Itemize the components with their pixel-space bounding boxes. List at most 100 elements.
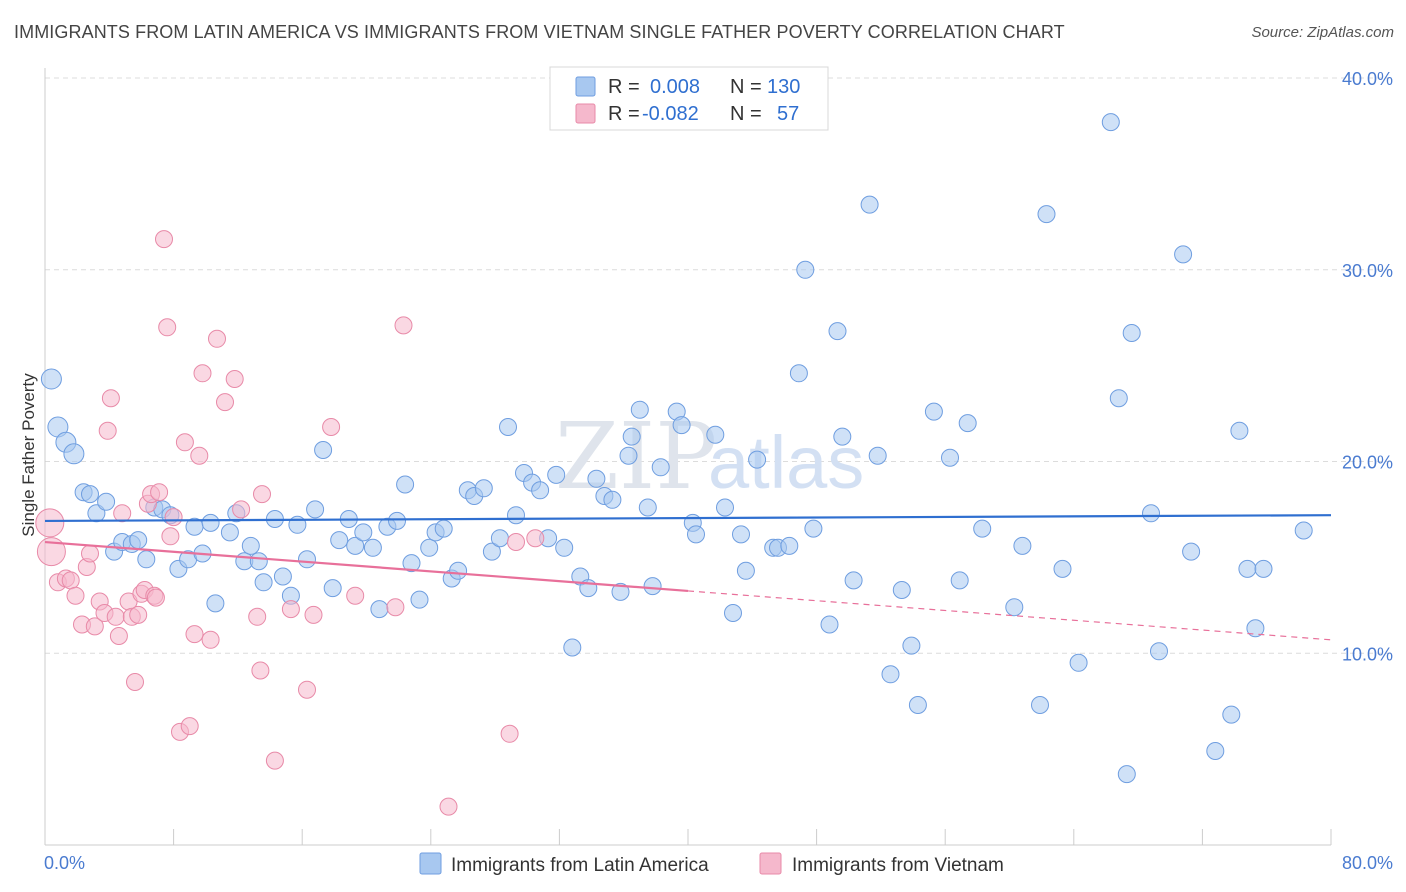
latin-america-point [330, 531, 349, 550]
vietnam-point [265, 751, 284, 770]
latin-america-point [950, 571, 969, 590]
latin-america-point [958, 414, 977, 433]
chart-title: IMMIGRANTS FROM LATIN AMERICA VS IMMIGRA… [14, 22, 1065, 42]
latin-america-point [833, 427, 852, 446]
latin-america-point [611, 582, 630, 601]
latin-america-point [40, 368, 62, 390]
legend-swatch-vietnam [759, 852, 782, 875]
vietnam-point [113, 504, 132, 523]
latin-america-point [323, 579, 342, 598]
x-tick-label: 80.0% [1342, 853, 1393, 873]
latin-america-point [449, 561, 468, 580]
latin-america-point [724, 604, 742, 622]
vietnam-point [281, 600, 300, 619]
vietnam-point [175, 433, 194, 452]
latin-america-point [507, 506, 525, 525]
latin-america-point [388, 511, 406, 530]
latin-america-point [789, 364, 808, 383]
y-tick-label: 20.0% [1342, 453, 1393, 473]
vietnam-point [36, 537, 66, 567]
latin-america-point [804, 519, 823, 538]
latin-america-point [314, 441, 333, 459]
series-legend: Immigrants from Latin America Immigrants… [419, 852, 1004, 876]
latin-america-point [828, 322, 847, 341]
latin-america-point [868, 446, 887, 465]
latin-america-point [1230, 421, 1249, 440]
vietnam-point [61, 571, 80, 590]
vietnam-point [507, 533, 525, 551]
legend-r-value: -0.082 [642, 103, 699, 125]
vietnam-point [500, 724, 519, 743]
latin-america-point [531, 481, 550, 500]
legend-n-label: N = [730, 76, 762, 98]
latin-america-point [1174, 245, 1193, 264]
latin-america-point [1238, 559, 1257, 578]
latin-america-point [402, 554, 421, 573]
vietnam-point [85, 617, 104, 636]
vietnam-point [161, 527, 180, 546]
vietnam-point [35, 508, 65, 538]
latin-america-point [249, 552, 268, 571]
latin-america-point [474, 479, 493, 498]
latin-america-point [499, 418, 517, 436]
latin-america-point [1101, 113, 1120, 132]
axes-layer [44, 68, 1332, 846]
vietnam-point [129, 605, 148, 624]
latin-america-point [555, 538, 574, 557]
latin-america-point [796, 260, 815, 279]
vietnam-point [185, 625, 204, 644]
latin-america-point [748, 450, 767, 469]
legend-series-label: Immigrants from Latin America [451, 855, 709, 876]
latin-america-point [736, 561, 755, 580]
y-axis-label: Single Father Poverty [19, 373, 38, 537]
latin-america-point [1206, 742, 1225, 760]
vietnam-point [81, 544, 99, 563]
latin-america-point [220, 523, 239, 542]
latin-america-point [241, 536, 260, 555]
latin-america-point [706, 425, 725, 444]
latin-america-point [630, 400, 649, 419]
latin-america-point [1037, 205, 1056, 224]
latin-america-point [1069, 653, 1088, 672]
vietnam-point [109, 627, 128, 645]
legend-r-value: 0.008 [650, 76, 700, 98]
latin-america-point [1117, 765, 1136, 784]
vietnam-point [201, 630, 220, 649]
vietnam-trendline-extension [687, 590, 1332, 641]
correlation-legend: R = 0.008 N = 130 R = -0.082 N = 57 [549, 66, 829, 131]
vietnam-point [193, 364, 212, 383]
latin-america-point [973, 519, 992, 538]
latin-america-point [892, 581, 911, 599]
legend-box [549, 66, 829, 131]
latin-america-point [129, 531, 148, 550]
legend-n-label: N = [730, 103, 762, 125]
latin-america-point [1031, 696, 1049, 714]
latin-america-point [1013, 536, 1032, 555]
latin-america-point [420, 538, 439, 557]
latin-america-point [254, 573, 273, 592]
source-label: Source: ZipAtlas.com [1251, 24, 1394, 41]
x-tick-label: 0.0% [44, 853, 85, 873]
vietnam-point [146, 588, 165, 607]
vietnam-point [526, 529, 545, 548]
latin-america-point [820, 615, 839, 634]
latin-america-point [716, 498, 734, 517]
vietnam-point [248, 607, 267, 626]
vietnam-point [225, 370, 244, 388]
latin-america-point [1182, 542, 1201, 561]
latin-america-point [206, 594, 225, 613]
latin-america-point [881, 665, 900, 684]
latin-america-point [370, 600, 389, 619]
latin-america-point [1294, 521, 1313, 540]
latin-america-point [434, 519, 453, 538]
latin-america-point [298, 550, 316, 569]
points-layer [35, 113, 1313, 816]
vietnam-point [232, 500, 251, 519]
latin-america-point [201, 513, 220, 532]
vietnam-point [439, 797, 458, 816]
latin-america-point [396, 475, 415, 494]
vietnam-point [98, 421, 117, 440]
latin-america-point [687, 525, 705, 544]
vietnam-point [66, 586, 85, 605]
legend-swatch-vietnam [575, 103, 596, 124]
